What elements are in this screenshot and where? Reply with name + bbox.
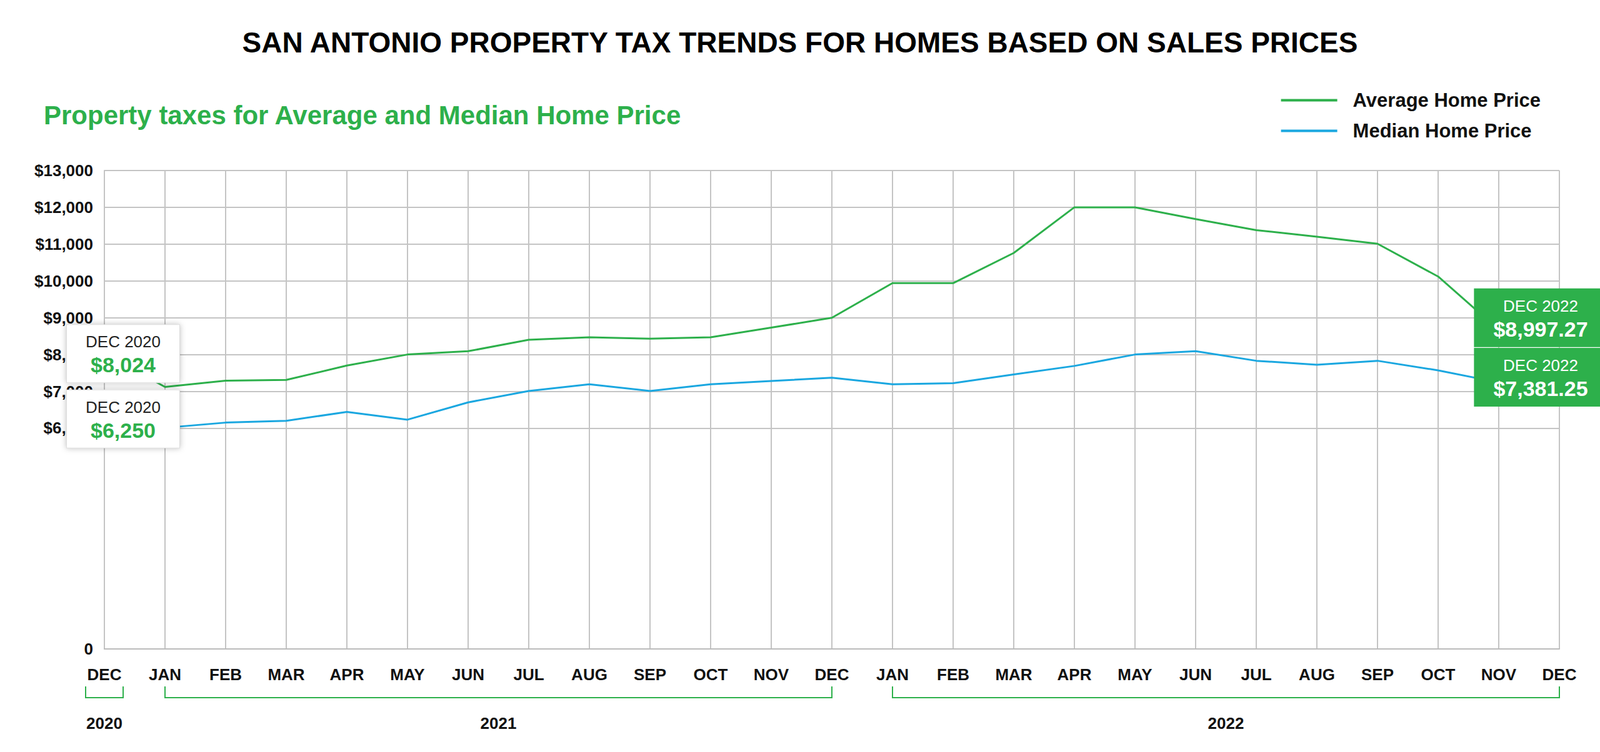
svg-text:DEC: DEC (87, 665, 122, 685)
svg-text:2021: 2021 (480, 714, 517, 734)
svg-text:$8,024: $8,024 (90, 353, 156, 377)
svg-text:2022: 2022 (1208, 714, 1245, 734)
svg-text:$13,000: $13,000 (34, 161, 94, 180)
svg-text:$9,000: $9,000 (43, 308, 94, 328)
svg-text:$6,250: $6,250 (90, 418, 156, 443)
svg-text:SAN ANTONIO PROPERTY TAX TREND: SAN ANTONIO PROPERTY TAX TRENDS FOR HOME… (242, 26, 1359, 59)
svg-text:APR: APR (330, 665, 365, 685)
svg-text:MAY: MAY (1117, 665, 1152, 685)
svg-text:$10,000: $10,000 (34, 271, 94, 291)
svg-text:$12,000: $12,000 (34, 198, 94, 217)
svg-text:JUL: JUL (513, 665, 544, 685)
svg-text:DEC: DEC (815, 665, 850, 685)
svg-text:JUL: JUL (1240, 665, 1272, 685)
svg-text:MAR: MAR (267, 665, 305, 685)
svg-text:FEB: FEB (936, 665, 970, 685)
svg-text:Average Home Price: Average Home Price (1353, 89, 1541, 112)
svg-text:MAY: MAY (390, 665, 425, 685)
svg-text:AUG: AUG (571, 665, 608, 685)
svg-text:FEB: FEB (209, 665, 242, 685)
svg-text:APR: APR (1057, 665, 1092, 685)
svg-text:OCT: OCT (1421, 665, 1456, 685)
svg-text:AUG: AUG (1298, 665, 1335, 685)
svg-text:DEC 2020: DEC 2020 (85, 332, 161, 352)
svg-text:JAN: JAN (876, 665, 909, 685)
svg-text:$7,381.25: $7,381.25 (1493, 376, 1588, 401)
svg-text:Median Home Price: Median Home Price (1353, 120, 1532, 142)
svg-text:0: 0 (84, 640, 94, 659)
svg-text:2020: 2020 (86, 714, 123, 734)
svg-text:MAR: MAR (995, 665, 1032, 685)
svg-text:$11,000: $11,000 (35, 235, 94, 254)
svg-text:JAN: JAN (148, 665, 182, 685)
svg-text:SEP: SEP (1361, 665, 1394, 685)
svg-text:JUN: JUN (1179, 665, 1212, 685)
svg-text:DEC 2022: DEC 2022 (1503, 296, 1579, 316)
svg-text:DEC 2020: DEC 2020 (85, 398, 161, 417)
svg-text:DEC: DEC (1542, 665, 1577, 685)
svg-text:NOV: NOV (753, 665, 790, 685)
svg-text:Property taxes for Average and: Property taxes for Average and Median Ho… (43, 100, 681, 130)
svg-text:DEC 2022: DEC 2022 (1503, 356, 1579, 375)
svg-text:NOV: NOV (1481, 665, 1517, 685)
svg-text:SEP: SEP (633, 665, 667, 685)
svg-text:OCT: OCT (693, 665, 729, 685)
svg-text:$8,997.27: $8,997.27 (1493, 317, 1588, 342)
svg-text:JUN: JUN (451, 665, 485, 685)
